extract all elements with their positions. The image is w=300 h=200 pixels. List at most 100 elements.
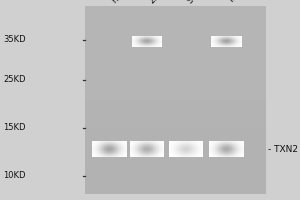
Bar — [238, 149, 239, 150]
Bar — [242, 149, 243, 150]
Bar — [191, 150, 192, 151]
Bar — [176, 141, 177, 142]
Bar — [139, 45, 140, 46]
Bar — [175, 149, 176, 150]
Bar — [236, 154, 237, 155]
Bar — [159, 38, 160, 39]
Bar — [136, 44, 137, 45]
Bar — [233, 43, 234, 44]
Bar — [184, 152, 185, 153]
Bar — [96, 151, 97, 152]
Bar — [213, 151, 214, 152]
Bar — [222, 154, 223, 155]
Bar — [217, 44, 218, 45]
Bar — [134, 153, 135, 154]
Bar — [234, 153, 235, 154]
Bar — [114, 142, 115, 143]
Bar — [130, 142, 131, 143]
Bar — [146, 147, 147, 148]
Bar — [226, 141, 227, 142]
Bar — [116, 149, 117, 150]
Bar — [218, 156, 219, 157]
Bar — [221, 151, 222, 152]
Bar — [240, 151, 241, 152]
Bar — [234, 144, 235, 145]
Bar — [97, 154, 98, 155]
Bar — [98, 150, 99, 151]
Bar — [190, 148, 191, 149]
Bar — [158, 156, 159, 157]
Bar — [148, 142, 149, 143]
Bar — [170, 148, 171, 149]
Bar — [188, 143, 189, 144]
Bar — [125, 150, 126, 151]
Bar — [183, 154, 184, 155]
Bar — [228, 149, 229, 150]
Bar — [224, 148, 225, 149]
Bar — [174, 152, 175, 153]
Bar — [231, 41, 232, 42]
Bar — [85, 72, 266, 81]
Bar — [231, 142, 232, 143]
Bar — [239, 43, 240, 44]
Bar — [216, 38, 217, 39]
Bar — [135, 43, 136, 44]
Bar — [108, 156, 109, 157]
Bar — [94, 155, 95, 156]
Bar — [158, 151, 159, 152]
Bar — [180, 144, 181, 145]
Bar — [137, 43, 138, 44]
Bar — [183, 146, 184, 147]
Bar — [161, 156, 162, 157]
Bar — [110, 143, 111, 144]
Bar — [217, 153, 218, 154]
Bar — [227, 150, 228, 151]
Bar — [130, 155, 131, 156]
Bar — [241, 154, 242, 155]
Bar — [149, 153, 150, 154]
Bar — [103, 142, 104, 143]
Bar — [175, 154, 176, 155]
Bar — [150, 152, 151, 153]
Bar — [233, 37, 234, 38]
Bar — [113, 151, 114, 152]
Bar — [216, 145, 217, 146]
Bar — [212, 152, 213, 153]
Bar — [155, 141, 156, 142]
Bar — [217, 36, 218, 37]
Bar — [144, 44, 145, 45]
Bar — [147, 39, 148, 40]
Bar — [163, 154, 164, 155]
Bar — [138, 151, 139, 152]
Bar — [239, 45, 240, 46]
Bar — [141, 145, 142, 146]
Bar — [153, 156, 154, 157]
Bar — [162, 147, 163, 148]
Bar — [179, 149, 180, 150]
Bar — [219, 152, 220, 153]
Bar — [117, 151, 118, 152]
Bar — [173, 144, 174, 145]
Bar — [158, 40, 159, 41]
Bar — [113, 155, 114, 156]
Bar — [237, 44, 238, 45]
Bar — [175, 147, 176, 148]
Bar — [161, 39, 162, 40]
Bar — [98, 156, 99, 157]
Bar — [141, 38, 142, 39]
Bar — [236, 156, 237, 157]
Bar — [239, 38, 240, 39]
Bar — [136, 45, 137, 46]
Bar — [143, 39, 144, 40]
Bar — [144, 39, 145, 40]
Bar — [132, 40, 133, 41]
Bar — [161, 153, 162, 154]
Bar — [144, 148, 145, 149]
Bar — [180, 156, 181, 157]
Bar — [151, 144, 152, 145]
Bar — [236, 147, 237, 148]
Bar — [100, 149, 101, 150]
Bar — [235, 45, 236, 46]
Bar — [214, 151, 215, 152]
Bar — [143, 149, 144, 150]
